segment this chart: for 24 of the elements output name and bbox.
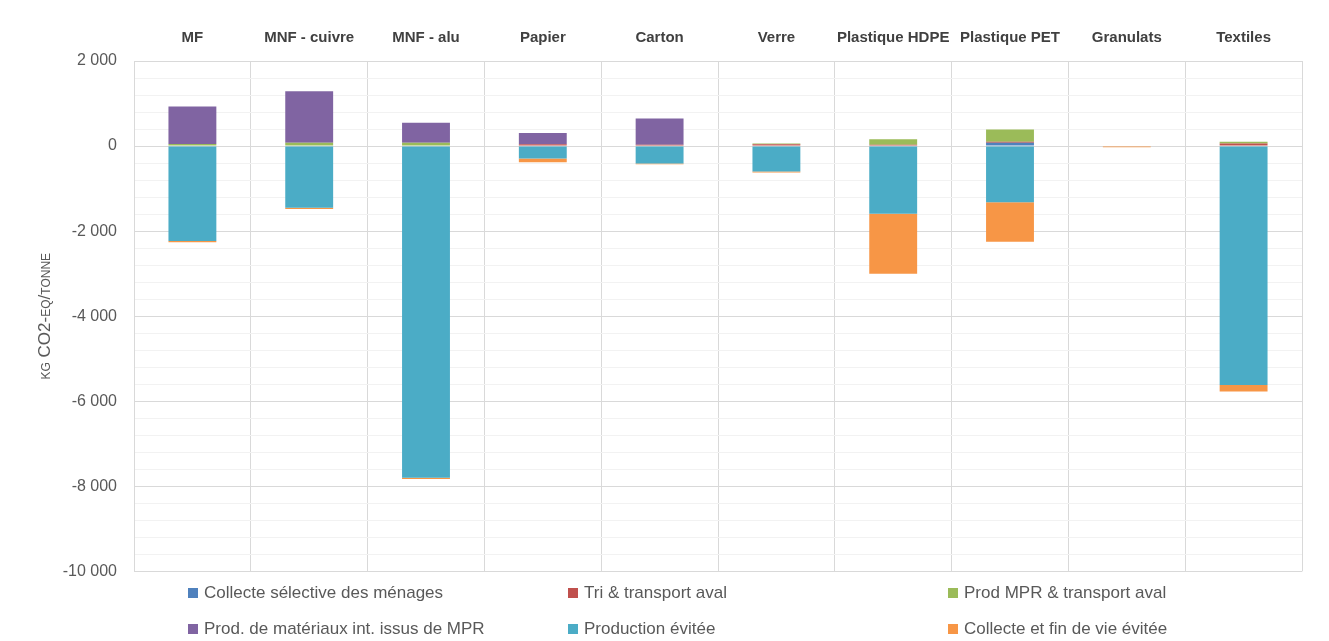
x-tick-label: Carton xyxy=(635,28,684,46)
legend-label: Collecte sélective des ménages xyxy=(204,583,444,603)
x-tick-label: Verre xyxy=(757,28,796,46)
x-tick-label: MNF - alu xyxy=(392,28,460,46)
legend-label: Tri & transport aval xyxy=(584,583,727,603)
x-tick-label: MNF - cuivre xyxy=(264,28,355,46)
y-tick-label: -6 000 xyxy=(71,391,118,409)
x-tick-label: MF xyxy=(181,28,204,46)
legend-label: Collecte et fin de vie évitée xyxy=(964,619,1168,639)
legend-label: Prod MPR & transport aval xyxy=(964,583,1167,603)
x-tick-label: Plastique HDPE xyxy=(836,28,950,46)
legend-label: Prod. de matériaux int. issus de MPR xyxy=(204,619,485,639)
legend-label: Production évitée xyxy=(584,619,716,639)
x-tick-label: Papier xyxy=(519,28,566,46)
y-tick-label: 0 xyxy=(108,136,118,154)
y-tick-label: -4 000 xyxy=(71,306,118,324)
y-tick-label: 2 000 xyxy=(76,51,118,69)
x-tick-label: Plastique PET xyxy=(959,28,1061,46)
y-tick-label: -8 000 xyxy=(71,476,118,494)
y-tick-label: -10 000 xyxy=(62,561,118,579)
x-tick-label: Granulats xyxy=(1091,28,1162,46)
y-tick-label: -2 000 xyxy=(71,221,118,239)
x-tick-label: Textiles xyxy=(1216,28,1271,46)
y-axis-title: kg CO2-eq/tonne xyxy=(34,252,54,380)
